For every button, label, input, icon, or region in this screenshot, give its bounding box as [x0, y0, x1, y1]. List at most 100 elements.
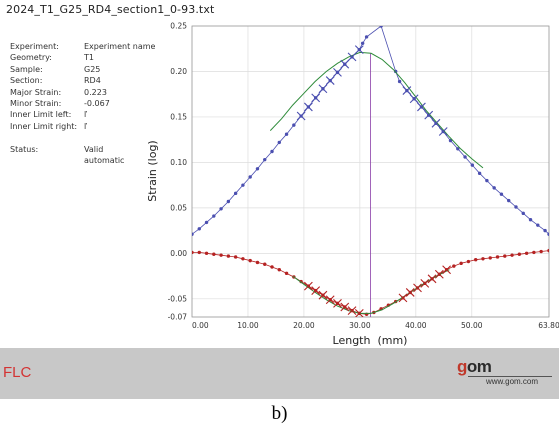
file-title: 2024_T1_G25_RD4_section1_0-93.txt: [6, 3, 215, 16]
info-key: Status:: [10, 144, 39, 154]
major-fit-cross: [318, 84, 328, 94]
minor-strain-point: [473, 258, 478, 262]
major-strain-point: [485, 178, 489, 183]
major-strain-point: [219, 207, 223, 211]
x-tick-label: 0.00: [192, 321, 209, 330]
major-strain-point: [379, 26, 383, 28]
minor-fit-cross: [434, 269, 444, 279]
minor-strain-point: [255, 260, 260, 265]
axes: 0.00 10.00 20.00 30.00 40.00 50.00 63.80 0.25 0.…: [168, 22, 559, 331]
minor-strain-point: [212, 252, 216, 256]
major-strain-point: [547, 232, 549, 236]
minor-strain-point: [284, 271, 289, 276]
major-fit-cross: [347, 52, 357, 62]
major-strain-point: [456, 147, 460, 151]
gom-logo-g: g: [457, 357, 467, 376]
minor-strain-point: [241, 257, 245, 261]
y-tick-label: 0.25: [170, 22, 187, 31]
minor-strain-point: [204, 251, 209, 256]
minor-strain-point: [466, 259, 471, 264]
x-tick-label: 40.00: [405, 321, 427, 330]
y-tick-label: 0.15: [170, 112, 187, 121]
minor-fit-cross: [318, 290, 328, 300]
y-tick-label: -0.07: [168, 313, 188, 322]
major-strain-point: [233, 191, 238, 196]
minor-fit-cross: [340, 302, 350, 312]
major-strain-point: [277, 140, 281, 145]
major-strain-point: [499, 192, 504, 196]
major-strain-point: [492, 186, 496, 190]
major-strain-point: [514, 205, 518, 209]
minor-strain-point: [219, 253, 223, 257]
y-tick-label: 0.10: [170, 158, 187, 167]
minor-strain-point: [547, 248, 549, 253]
gom-logo-rest: om: [466, 357, 492, 376]
y-tick-label: 0.00: [170, 249, 187, 258]
y-tick-label: -0.05: [168, 294, 188, 303]
major-strain-point: [543, 228, 547, 233]
major-strain-point: [263, 157, 267, 162]
major-strain-point: [528, 217, 533, 222]
minor-fit-cross: [442, 265, 451, 275]
major-fit-cross: [354, 45, 364, 55]
minor-strain-point: [192, 250, 194, 255]
major-strain-point: [507, 198, 511, 203]
footer-bar: FLC gom www.gom.com: [0, 348, 559, 399]
info-key: Inner Limit left:: [10, 110, 72, 120]
minor-strain-point: [226, 254, 231, 258]
series-layer: [192, 26, 549, 317]
major-fit-cross: [431, 118, 441, 128]
major-fit-cross: [402, 86, 412, 95]
major-fit-cross: [417, 102, 426, 112]
major-strain-point: [463, 155, 467, 159]
major-fit-cross: [438, 127, 448, 136]
y-tick-label: 0.05: [170, 203, 187, 212]
figure-caption: b): [271, 403, 288, 424]
major-strain-point: [284, 132, 289, 136]
info-value: T1: [84, 53, 94, 63]
minor-strain-point: [277, 268, 281, 272]
major-fit-cross: [333, 67, 342, 77]
major-strain-point: [364, 35, 369, 39]
info-key: Geometry:: [10, 53, 53, 63]
x-tick-label: 20.00: [293, 321, 315, 330]
minor-fit-cross: [413, 283, 422, 293]
major-strain-point: [397, 79, 402, 84]
major-fit-cross: [325, 76, 335, 85]
info-key: Major Strain:: [10, 87, 62, 97]
x-tick-label: 30.00: [349, 321, 371, 330]
minor-fit-cross: [304, 281, 313, 291]
minor-strain-point: [517, 252, 522, 256]
info-key: Experiment:: [10, 42, 59, 51]
minor-fit-cross: [405, 288, 415, 297]
major-strain-point: [448, 138, 453, 143]
status-line-1: Valid: [84, 144, 104, 154]
major-strain-point: [521, 211, 525, 216]
info-key: Minor Strain:: [10, 98, 62, 108]
gom-logo: gom: [457, 357, 492, 377]
major-fit-cross: [340, 59, 350, 69]
minor-strain-point: [459, 261, 463, 266]
major-strain-point: [477, 171, 482, 176]
info-key: Section:: [10, 76, 43, 86]
major-strain-point: [360, 41, 365, 45]
info-value: G25: [84, 64, 101, 74]
strain-chart: 0.00 10.00 20.00 30.00 40.00 50.00 63.80 0.25 0.…: [146, 22, 559, 348]
major-strain-point: [248, 175, 252, 179]
minor-strain-point: [495, 255, 500, 259]
major-strain-point: [470, 163, 475, 167]
minor-strain-point: [503, 254, 507, 258]
minor-fit-cross: [325, 295, 335, 305]
minor-fit-cross: [420, 278, 430, 288]
minor-strain-point: [197, 250, 201, 255]
major-fit-cross: [311, 93, 321, 103]
logo-underline: [468, 376, 552, 377]
info-value: ľ: [84, 110, 87, 120]
major-strain-point: [255, 167, 260, 171]
minor-strain-point: [452, 264, 456, 268]
minor-strain-point: [263, 262, 267, 266]
y-tick-label: 0.20: [170, 67, 187, 76]
major-fit-curve: [269, 51, 484, 169]
x-tick-label: 10.00: [237, 321, 259, 330]
info-value: RD4: [84, 76, 101, 86]
